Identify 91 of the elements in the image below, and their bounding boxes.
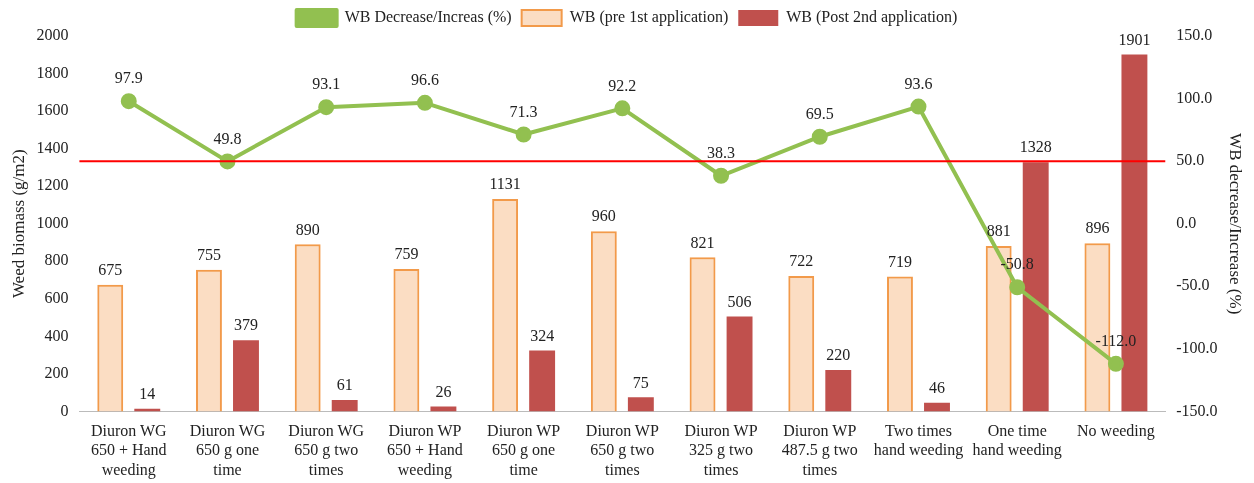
data-label: 46 [928, 378, 945, 396]
bar [689, 257, 716, 412]
bar [97, 284, 124, 412]
data-label: 93.6 [904, 74, 933, 92]
point [120, 93, 137, 110]
data-label: 960 [591, 207, 616, 225]
x-tick-label: Diuron WP 650 g two times [585, 422, 659, 478]
bar [331, 399, 358, 412]
x-tick-label: Diuron WG 650 g two times [288, 422, 365, 478]
data-label: 675 [98, 260, 123, 278]
bar [196, 269, 222, 412]
y2-tick-label: -150.0 [1176, 401, 1218, 419]
data-label: 69.5 [805, 104, 834, 122]
data-label: 49.8 [213, 129, 242, 147]
x-tick-label: No weeding [1077, 422, 1155, 441]
data-label: 722 [789, 252, 814, 270]
bar [627, 397, 654, 412]
data-label: 755 [196, 245, 221, 263]
data-label: 719 [887, 252, 912, 270]
bar [788, 275, 815, 412]
point [614, 100, 631, 117]
y-tick-label: 200 [44, 364, 69, 382]
data-label: 890 [295, 220, 320, 238]
bar [294, 244, 321, 412]
data-label: 220 [826, 346, 851, 364]
y2-tick-label: 100.0 [1176, 88, 1213, 106]
bar [726, 316, 753, 412]
point [515, 126, 532, 143]
data-label: 759 [394, 245, 419, 263]
x-tick-label: Diuron WG 650 + Hand weeding [90, 422, 168, 479]
bar [590, 231, 617, 412]
data-label: 506 [727, 292, 752, 310]
data-label: 38.3 [707, 143, 736, 161]
x-tick-label: Diuron WP 650 g one time [487, 422, 561, 478]
x-tick-label: Diuron WP 650 + Hand weeding [387, 422, 463, 479]
y-axis-title: Weed biomass (g/m2) [8, 149, 28, 299]
y2-axis-title: WB decrease/Increase (%) [1226, 133, 1246, 315]
data-label: 1328 [1019, 138, 1052, 156]
data-label: 96.6 [410, 71, 439, 89]
bar [393, 268, 420, 412]
y-tick-label: 2000 [36, 26, 69, 44]
data-label: 881 [986, 222, 1011, 240]
y-tick-label: 0 [60, 401, 69, 419]
y-tick-label: 1000 [36, 213, 69, 231]
point [318, 99, 335, 116]
y-tick-label: 800 [44, 251, 69, 269]
y2-tick-label: -100.0 [1176, 339, 1218, 357]
point [416, 94, 433, 111]
data-label: 26 [435, 382, 452, 400]
bar [492, 199, 519, 412]
data-label: 97.9 [114, 69, 143, 87]
y-tick-label: 400 [44, 326, 69, 344]
y2-tick-label: 0.0 [1176, 213, 1197, 231]
bar [887, 276, 913, 412]
legend-label: WB (pre 1st application) [569, 8, 729, 27]
y-tick-label: 1600 [36, 101, 69, 119]
data-label: 324 [530, 326, 555, 344]
point [1009, 279, 1026, 296]
point [1107, 355, 1124, 372]
x-tick-label: One time hand weeding [972, 422, 1062, 460]
legend-label: WB Decrease/Increas (%) [344, 8, 512, 27]
data-label: 1131 [489, 175, 521, 193]
data-label: 1901 [1118, 30, 1151, 48]
data-label: 71.3 [509, 102, 538, 120]
y2-tick-label: 150.0 [1176, 26, 1213, 44]
y-tick-label: 1800 [36, 63, 69, 81]
data-label: 93.1 [312, 75, 341, 93]
data-label: 75 [632, 373, 649, 391]
x-tick-label: Two times hand weeding [873, 422, 964, 460]
legend-label: WB (Post 2nd application) [786, 8, 958, 27]
y2-tick-label: 50.0 [1176, 151, 1205, 169]
bar [529, 350, 556, 412]
y-tick-label: 1200 [36, 176, 69, 194]
data-label: 896 [1085, 219, 1110, 237]
point [713, 167, 730, 184]
point [811, 128, 828, 145]
x-tick-label: Diuron WG 650 g one time [189, 422, 266, 478]
point [910, 98, 927, 115]
y-tick-label: 1400 [36, 138, 69, 156]
bar [924, 402, 950, 412]
bar [825, 370, 852, 412]
y2-tick-label: -50.0 [1176, 276, 1210, 294]
data-label: 14 [139, 384, 156, 402]
data-label: 61 [336, 376, 353, 394]
bar [233, 340, 259, 412]
y-tick-label: 600 [44, 288, 69, 306]
x-tick-label: Diuron WP 325 g two times [684, 422, 758, 478]
data-label: 92.2 [608, 76, 637, 94]
x-tick-label: Diuron WP 487.5 g two times [781, 422, 858, 478]
data-label: 821 [690, 233, 715, 251]
data-label: 379 [233, 316, 258, 334]
